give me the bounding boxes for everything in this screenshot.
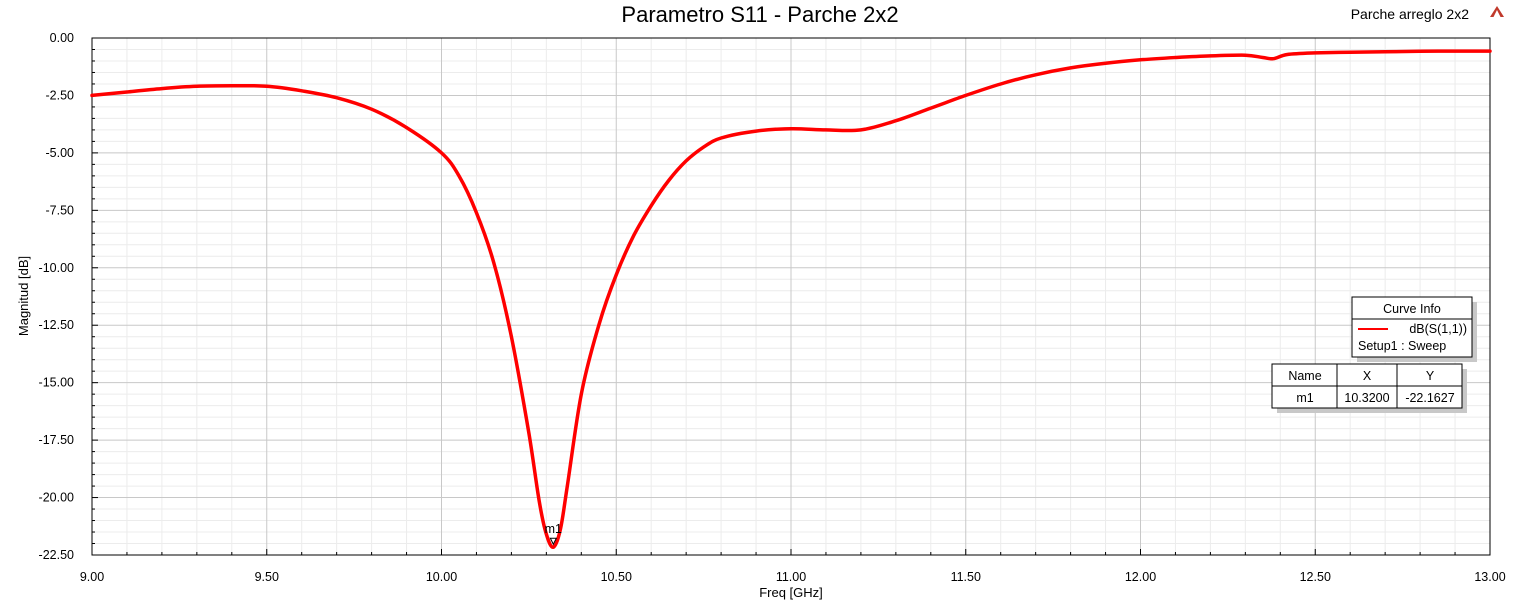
project-label: Parche arreglo 2x2 <box>1351 6 1470 22</box>
y-tick-label: -2.50 <box>46 88 75 102</box>
marker-table-header-x: X <box>1363 369 1372 383</box>
y-tick-label: -15.00 <box>39 376 74 390</box>
x-tick-label: 10.50 <box>601 570 632 584</box>
y-axis-ticks: 0.00 -2.50 -5.00 -7.50 -10.00 -12.50 -15.00 -17… <box>39 31 98 562</box>
curve-info-box[interactable]: Curve Info dB(S(1,1)) Setup1 : Sweep <box>1351 296 1477 362</box>
y-tick-label: -12.50 <box>39 318 74 332</box>
y-tick-label: -17.50 <box>39 433 74 447</box>
series-layer <box>90 49 1492 549</box>
series-line-s11 <box>90 49 1492 549</box>
x-tick-label: 12.50 <box>1300 570 1331 584</box>
y-tick-label: -7.50 <box>46 203 75 217</box>
curve-info-header: Curve Info <box>1383 302 1441 316</box>
marker-table-cell-x: 10.3200 <box>1344 391 1389 405</box>
curve-info-sub: Setup1 : Sweep <box>1358 339 1446 353</box>
marker-table[interactable]: Name X Y m1 10.3200 -22.1627 <box>1271 363 1467 413</box>
x-axis-label: Freq [GHz] <box>759 585 823 600</box>
curve-info-entry: dB(S(1,1)) <box>1409 322 1467 336</box>
marker-table-header-y: Y <box>1426 369 1435 383</box>
y-tick-label: -10.00 <box>39 261 74 275</box>
y-tick-label: -20.00 <box>39 491 74 505</box>
y-axis-label: Magnitud [dB] <box>16 256 31 336</box>
ansys-logo-icon <box>1490 6 1504 17</box>
x-tick-label: 13.00 <box>1474 570 1505 584</box>
marker-layer: m1 <box>545 522 562 546</box>
marker-label: m1 <box>545 522 562 536</box>
x-tick-label: 9.50 <box>255 570 279 584</box>
y-tick-label: 0.00 <box>50 31 74 45</box>
y-tick-label: -5.00 <box>46 146 75 160</box>
marker-table-cell-name: m1 <box>1296 391 1313 405</box>
marker-table-cell-y: -22.1627 <box>1405 391 1454 405</box>
chart-title: Parametro S11 - Parche 2x2 <box>621 2 898 27</box>
y-tick-label: -22.50 <box>39 548 74 562</box>
x-tick-label: 11.00 <box>776 570 806 584</box>
x-tick-label: 10.00 <box>426 570 457 584</box>
x-axis-ticks: 9.00 9.50 10.00 10.50 11.00 11.50 12.00 12.50 13… <box>80 549 1506 584</box>
marker-triangle-icon[interactable] <box>549 537 558 546</box>
x-tick-label: 11.50 <box>951 570 981 584</box>
x-tick-label: 12.00 <box>1125 570 1156 584</box>
x-tick-label: 9.00 <box>80 570 104 584</box>
marker-table-header-name: Name <box>1288 369 1321 383</box>
